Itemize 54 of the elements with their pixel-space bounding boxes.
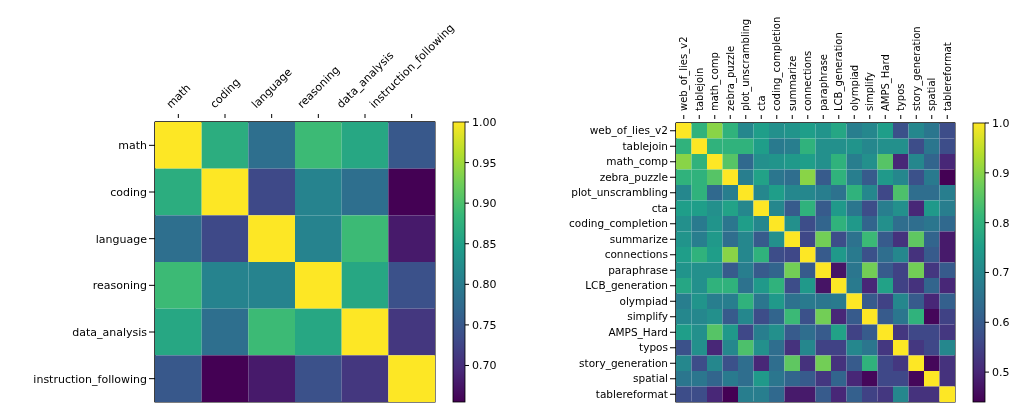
color-bar-label: 0.7 [992,266,1010,280]
x-tick-label: typos [895,83,907,111]
y-tick-label: math_comp [606,155,669,169]
y-tick-label: web_of_lies_v2 [589,124,668,138]
y-tick-label: simplify [627,310,668,323]
y-tick-label: zebra_puzzle [599,170,668,184]
y-tick-label: coding_completion [569,217,668,231]
x-tick-label: tablejoin [693,67,705,111]
x-tick-label: simplify [864,72,876,111]
x-tick-label: tablereformat [941,42,953,111]
color-bar-label: 0.85 [472,237,497,251]
x-tick-label: paraphrase [817,53,829,111]
color-bar-label: 0.90 [472,197,497,211]
y-tick-label: reasoning [92,279,147,293]
x-tick-label: math_comp [709,52,722,111]
y-tick-label: olympiad [619,294,668,307]
color-bar-label: 1.0 [992,117,1010,130]
color-bar-label: 0.5 [992,366,1010,380]
x-tick-label: cta [755,95,767,111]
y-tick-label: summarize [609,232,668,245]
x-tick-label: LCB_generation [833,32,846,111]
y-tick-label: LCB_generation [585,279,668,293]
color-bar-label: 0.75 [472,318,497,332]
color-bar-label: 0.8 [992,216,1010,230]
color-bar-label: 1.00 [472,116,497,129]
y-tick-label: language [95,232,148,246]
x-tick-label: story_generation [910,26,923,111]
x-tick-label: AMPS_Hard [879,54,892,111]
x-tick-label: olympiad [848,64,860,111]
x-tick-label: plot_unscrambling [740,18,753,111]
y-tick-label: cta [651,201,668,214]
x-tick-label: connections [802,50,814,111]
color-bar-label: 0.80 [472,278,497,292]
color-bar-label: 0.95 [472,156,497,170]
color-bar-label: 0.70 [472,359,497,373]
y-tick-label: coding [110,185,147,199]
y-tick-label: tablereformat [595,387,668,400]
y-tick-label: typos [639,341,668,354]
color-bar-label: 0.9 [992,166,1010,180]
y-tick-label: AMPS_Hard [608,325,668,339]
y-tick-label: connections [604,248,668,261]
x-tick-label: spatial [926,77,938,111]
y-tick-label: plot_unscrambling [571,186,668,200]
color-bar-label: 0.6 [992,316,1010,330]
y-tick-label: paraphrase [608,263,668,276]
y-tick-label: instruction_following [33,372,147,386]
x-tick-label: coding_completion [771,16,784,111]
y-tick-label: tablejoin [622,139,668,152]
x-tick-label: zebra_puzzle [724,45,737,111]
y-tick-label: spatial [633,372,668,385]
y-tick-label: story_generation [579,356,668,370]
x-tick-label: summarize [786,55,798,111]
y-tick-label: math [118,139,148,153]
y-tick-label: data_analysis [72,325,148,339]
